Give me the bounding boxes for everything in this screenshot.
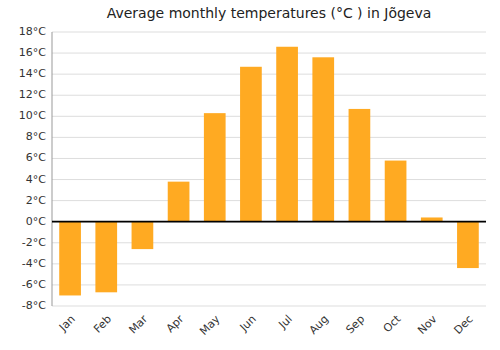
bar: [168, 182, 190, 222]
y-tick-label: -2°C: [22, 236, 46, 249]
y-tick-label: 8°C: [26, 130, 46, 143]
chart: -8°C -6°C -4°C -2°C 0°C 2°C 4°C 6°C 8°C 10°C 12°C 1…: [0, 0, 500, 350]
zero-line: [52, 221, 486, 223]
y-tick-label: 12°C: [19, 88, 46, 101]
x-tick-label: Feb: [91, 313, 114, 336]
y-tick-label: 16°C: [19, 46, 46, 59]
grid-line: [52, 137, 486, 138]
x-tick-label: Oct: [381, 312, 404, 335]
y-tick-label: 10°C: [19, 109, 46, 122]
x-axis: Jan Feb Mar Apr May Jun Jul Aug Sep Oct Nov Dec: [56, 312, 476, 338]
x-tick-label: Jun: [237, 313, 259, 335]
grid-line: [52, 32, 486, 33]
grid-line: [52, 306, 486, 307]
bar: [457, 222, 479, 268]
grid-line: [52, 53, 486, 54]
title: Average monthly temperatures (°C ) in Jõ…: [107, 5, 432, 21]
x-tick-label: May: [197, 312, 223, 338]
bar: [95, 222, 117, 293]
y-tick-label: 2°C: [26, 194, 46, 207]
y-tick-label: -6°C: [22, 278, 46, 291]
bar: [132, 222, 154, 249]
y-tick-label: 0°C: [26, 215, 46, 228]
y-tick-label: 6°C: [26, 151, 46, 164]
grid-line: [52, 221, 486, 222]
grid-line: [52, 74, 486, 75]
bar: [59, 222, 81, 296]
x-tick-label: Dec: [451, 313, 475, 337]
bar: [312, 57, 334, 221]
bar: [349, 109, 371, 222]
x-tick-label: Apr: [164, 312, 187, 335]
grid-line: [52, 116, 486, 117]
bar: [385, 161, 407, 222]
x-tick-label: Jul: [276, 313, 295, 332]
grid-line: [52, 158, 486, 159]
y-axis-line: [52, 32, 53, 306]
y-grid: [52, 32, 486, 306]
grid-line: [52, 200, 486, 201]
x-tick-label: Mar: [126, 312, 150, 336]
y-axis: -8°C -6°C -4°C -2°C 0°C 2°C 4°C 6°C 8°C 10°C 12°C 1…: [19, 25, 46, 312]
y-tick-label: 18°C: [19, 25, 46, 38]
x-tick-label: Jan: [56, 313, 78, 335]
bars: [59, 47, 479, 296]
y-tick-label: -4°C: [22, 257, 46, 270]
x-tick-label: Sep: [343, 313, 367, 337]
bar: [204, 113, 226, 222]
grid-line: [52, 95, 486, 96]
bar: [276, 47, 298, 222]
x-tick-label: Aug: [307, 313, 331, 337]
grid-line: [52, 179, 486, 180]
y-tick-label: -8°C: [22, 299, 46, 312]
y-tick-label: 4°C: [26, 173, 46, 186]
x-tick-label: Nov: [415, 312, 440, 337]
bar: [240, 67, 262, 222]
y-tick-label: 14°C: [19, 67, 46, 80]
